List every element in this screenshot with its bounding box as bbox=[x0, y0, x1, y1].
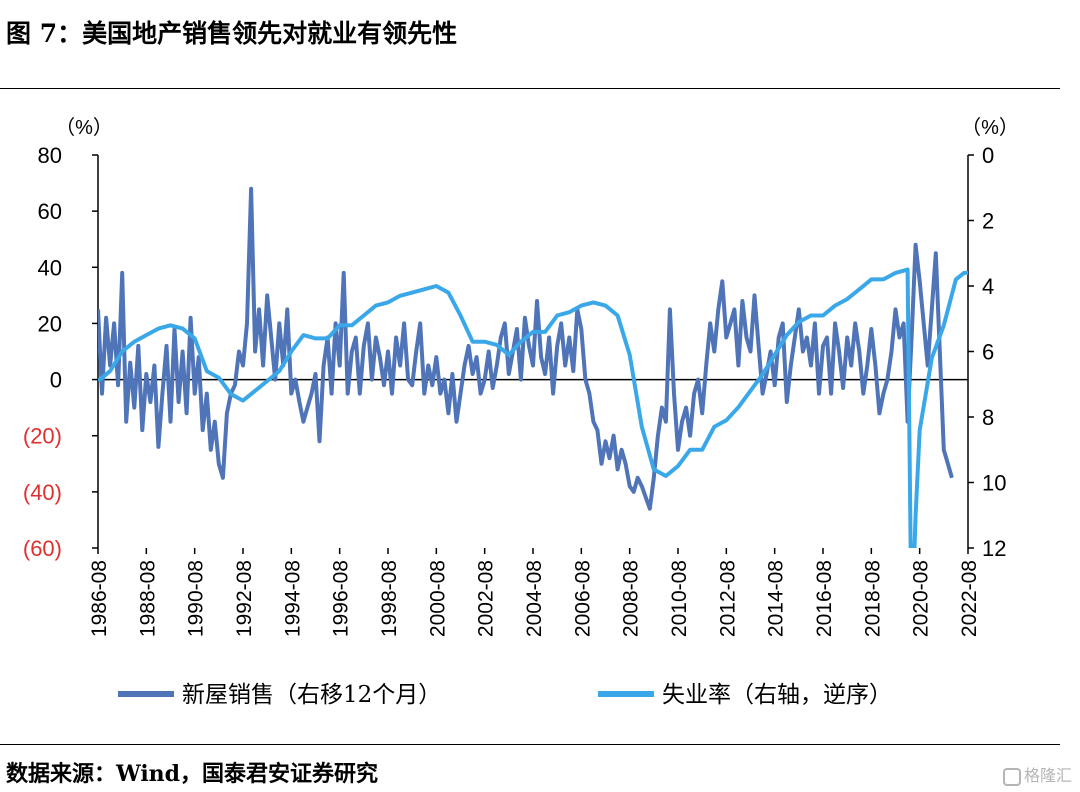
x-axis-tick-label: 2014-08 bbox=[765, 560, 788, 637]
chart-axes: （%） （%） 80 60 40 20 0 (20) (40) (60) 0 2 4 6 8 10 12 1986… bbox=[23, 116, 1019, 637]
x-axis-tick-label: 1994-08 bbox=[281, 560, 304, 637]
x-axis-tick-label: 1988-08 bbox=[136, 560, 159, 637]
legend-label: 失业率（右轴，逆序） bbox=[662, 682, 892, 708]
x-axis-tick-label: 2004-08 bbox=[523, 560, 546, 637]
right-axis-tick-label: 8 bbox=[982, 405, 994, 430]
watermark: 格隆汇 bbox=[1002, 762, 1072, 786]
x-axis-tick-label: 1986-08 bbox=[88, 560, 111, 637]
left-axis-tick-label: 0 bbox=[50, 368, 62, 393]
x-axis-tick-label: 2002-08 bbox=[475, 560, 498, 637]
chart-legend: 新屋销售（右移12个月） 失业率（右轴，逆序） bbox=[118, 682, 892, 708]
x-axis-tick-label: 2008-08 bbox=[620, 560, 643, 637]
x-axis-tick-label: 2022-08 bbox=[958, 560, 981, 637]
legend-label: 新屋销售（右移12个月） bbox=[182, 682, 441, 708]
right-axis-tick-label: 12 bbox=[982, 536, 1006, 561]
source-note: 数据来源：Wind，国泰君安证券研究 bbox=[6, 761, 379, 787]
right-axis-unit-label: （%） bbox=[961, 116, 1019, 139]
right-axis-tick-label: 10 bbox=[982, 471, 1006, 496]
right-axis-tick-label: 2 bbox=[982, 209, 994, 234]
left-axis-tick-label: (60) bbox=[23, 536, 62, 561]
figure-title: 图 7：美国地产销售领先对就业有领先性 bbox=[6, 19, 458, 48]
x-axis-tick-label: 2006-08 bbox=[571, 560, 594, 637]
left-axis-tick-label: 60 bbox=[38, 199, 62, 224]
top-rule bbox=[0, 88, 1060, 89]
x-axis-tick-label: 2000-08 bbox=[426, 560, 449, 637]
x-axis-tick-label: 2018-08 bbox=[861, 560, 884, 637]
x-axis-tick-label: 1992-08 bbox=[233, 560, 256, 637]
x-axis-tick-label: 2010-08 bbox=[668, 560, 691, 637]
left-axis-tick-label: (20) bbox=[23, 424, 62, 449]
left-axis-tick-label: 40 bbox=[38, 255, 62, 280]
left-axis-tick-label: 20 bbox=[38, 311, 62, 336]
x-axis-tick-label: 1996-08 bbox=[330, 560, 353, 637]
x-axis-tick-label: 2020-08 bbox=[910, 560, 933, 637]
watermark-text: 格隆汇 bbox=[1023, 766, 1072, 785]
unemployment-rate-line bbox=[98, 267, 968, 548]
chart-series bbox=[98, 186, 968, 548]
right-axis-tick-label: 6 bbox=[982, 340, 994, 365]
left-axis-tick-label: 80 bbox=[38, 143, 62, 168]
x-axis-tick-label: 2016-08 bbox=[813, 560, 836, 637]
right-axis-tick-label: 0 bbox=[982, 143, 994, 168]
new-home-sales-line bbox=[98, 186, 954, 511]
x-axis-tick-label: 1990-08 bbox=[185, 560, 208, 637]
bottom-rule bbox=[0, 744, 1060, 745]
left-axis-unit-label: （%） bbox=[55, 116, 113, 139]
left-axis-tick-label: (40) bbox=[23, 480, 62, 505]
right-axis-tick-label: 4 bbox=[982, 274, 994, 299]
x-axis-tick-label: 2012-08 bbox=[716, 560, 739, 637]
watermark-logo-icon bbox=[1002, 767, 1021, 786]
x-axis-tick-label: 1998-08 bbox=[378, 560, 401, 637]
